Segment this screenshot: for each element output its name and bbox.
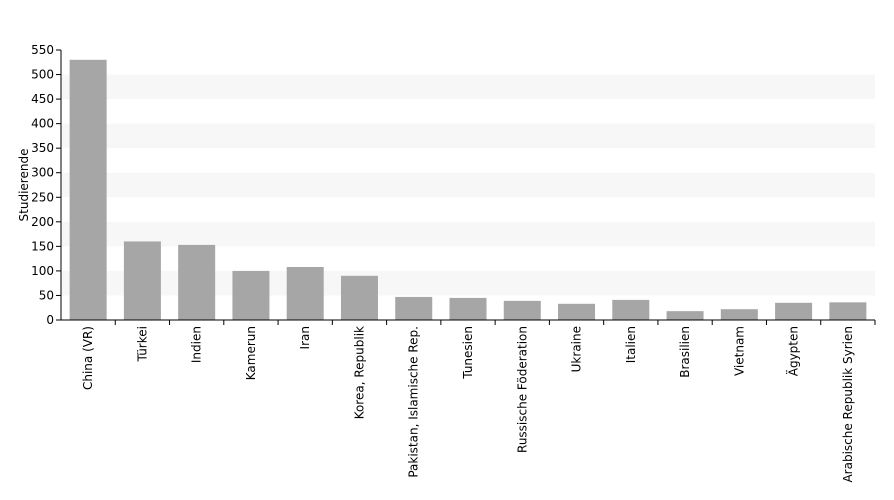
y-tick-label: 500 [31, 68, 54, 82]
x-tick-label: Russische Föderation [515, 326, 529, 453]
y-tick-label: 100 [31, 264, 54, 278]
bar [829, 302, 867, 320]
y-tick-label: 150 [31, 239, 54, 253]
bar [69, 59, 107, 321]
grid-band [61, 74, 875, 100]
x-tick-label: China (VR) [81, 326, 95, 390]
x-tick-label: Pakistan, Islamische Rep. [407, 326, 421, 478]
x-tick-label: Arabische Republik Syrien [841, 326, 855, 483]
x-tick-label: Italien [624, 326, 638, 363]
grid-band [61, 123, 875, 149]
y-tick-label: 250 [31, 190, 54, 204]
bar [178, 244, 216, 320]
x-tick-label: Tunesien [461, 326, 475, 380]
bar [340, 275, 378, 320]
bar [775, 302, 813, 320]
x-tick-label: Indien [190, 326, 204, 363]
y-tick-label: 300 [31, 166, 54, 180]
bar [612, 299, 650, 320]
y-tick-label: 450 [31, 92, 54, 106]
bar [123, 241, 161, 320]
bar [503, 300, 541, 320]
grid-band [61, 221, 875, 247]
y-tick-label: 400 [31, 117, 54, 131]
y-tick-label: 350 [31, 141, 54, 155]
x-tick-label: Iran [298, 326, 312, 349]
x-tick-label: Kamerun [244, 326, 258, 380]
bar [449, 297, 487, 320]
y-tick-label: 550 [31, 43, 54, 57]
bar [720, 309, 758, 320]
x-tick-label: Türkei [135, 326, 149, 362]
bar [666, 311, 704, 320]
grid-band [61, 172, 875, 198]
bar [286, 266, 324, 320]
bar [395, 296, 433, 320]
y-tick-label: 0 [46, 313, 54, 327]
x-tick-label: Ukraine [570, 326, 584, 372]
y-axis-label: Studierende [17, 149, 31, 222]
y-tick-label: 50 [39, 288, 54, 302]
x-tick-label: Brasilien [678, 326, 692, 378]
y-tick-label: 200 [31, 215, 54, 229]
x-tick-label: Vietnam [732, 326, 746, 376]
x-tick-label: Korea, Republik [352, 326, 366, 419]
bar [558, 303, 596, 320]
bar [232, 270, 270, 320]
x-tick-label: Ägypten [786, 326, 801, 376]
